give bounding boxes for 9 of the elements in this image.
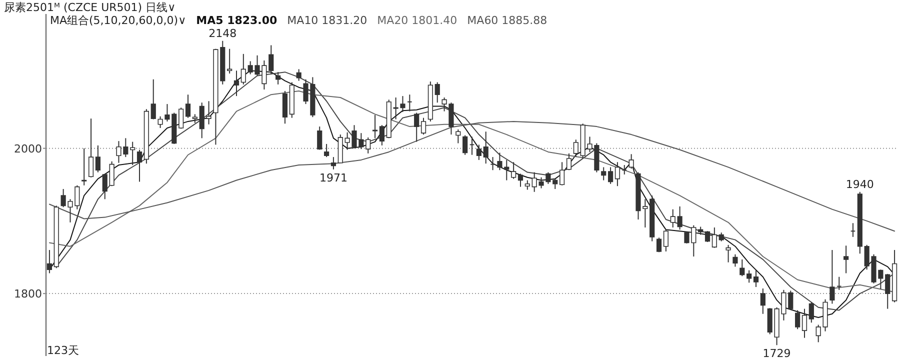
annotation: 123天 bbox=[47, 344, 79, 357]
y-tick-label: 2000 bbox=[14, 142, 42, 156]
annotation: 1729 bbox=[762, 347, 791, 358]
annotation: 1971 bbox=[319, 171, 348, 184]
annotation: 1940 bbox=[846, 178, 874, 191]
legend: MA组合(5,10,20,60,0,0)∨ MA5 1823.00 MA10 1831.20 MA20 1801.40 MA60 1885.88 bbox=[50, 14, 548, 27]
annotation: 2148 bbox=[208, 26, 237, 40]
chart-title: 尿素2501ᴹ (CZCE UR501) 日线∨ bbox=[4, 1, 176, 14]
y-tick-label: 1800 bbox=[14, 288, 42, 301]
